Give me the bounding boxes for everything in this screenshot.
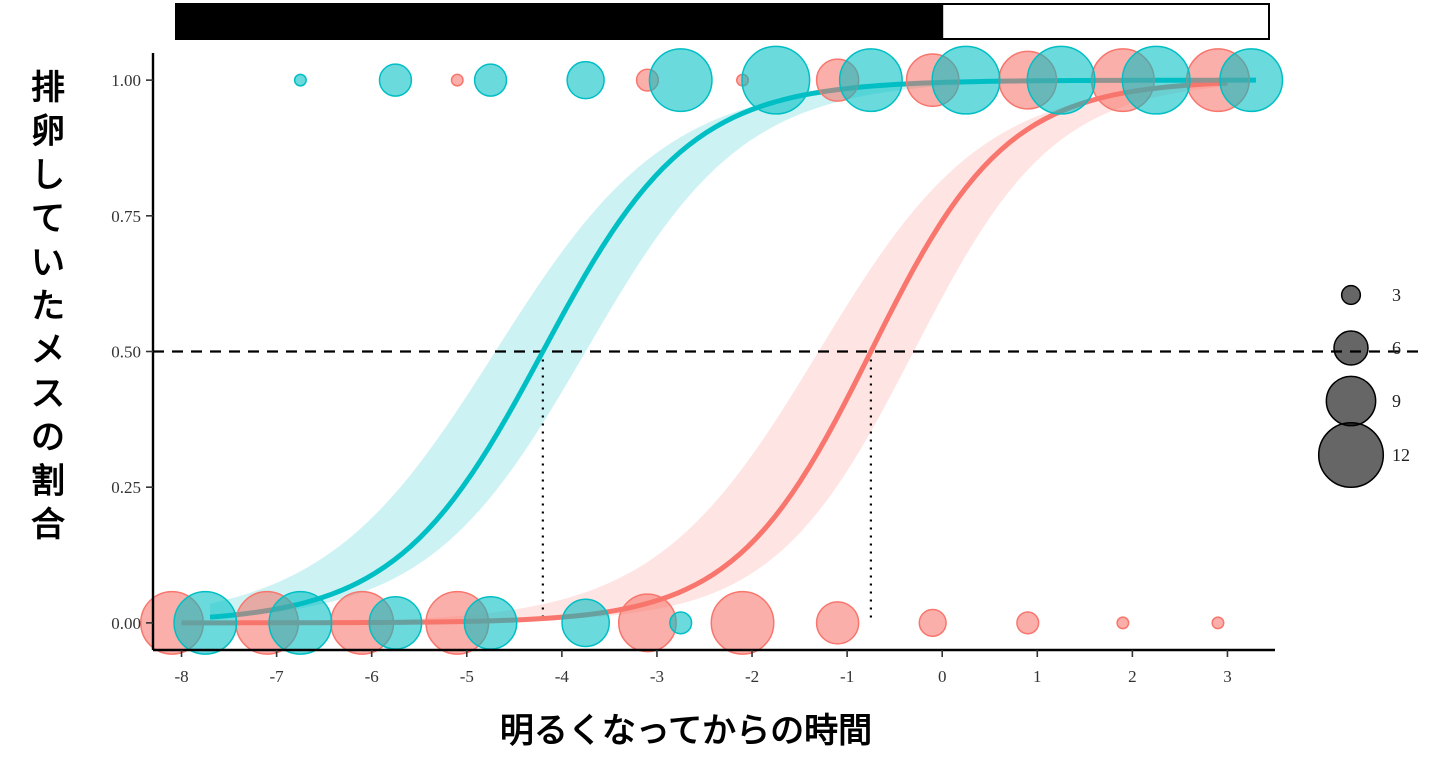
y-axis-title-char: し (31, 155, 65, 195)
data-point-red (450, 73, 464, 87)
ci-band-red (181, 83, 1228, 623)
data-points (140, 45, 1284, 655)
reference-lines (153, 350, 1420, 623)
legend-size-circle (1333, 330, 1369, 366)
data-point-red (617, 593, 677, 653)
y-tick-label: 1.00 (111, 71, 141, 90)
legend-size-label: 9 (1392, 391, 1401, 411)
legend-size-label: 6 (1392, 338, 1401, 358)
y-axis-ticks: 0.00 0.25 0.50 0.75 1.00 (111, 71, 153, 633)
data-point-cyan (368, 595, 423, 650)
y-axis-title-char: 排 (31, 68, 65, 108)
data-point-red (1016, 611, 1040, 635)
y-tick-label: 0.25 (111, 478, 141, 497)
x-tick-label: 2 (1128, 667, 1137, 686)
data-point-cyan (648, 48, 713, 113)
data-point-red (918, 608, 947, 638)
y-tick-label: 0.50 (111, 343, 141, 362)
data-point-cyan (463, 595, 518, 650)
x-tick-label: 3 (1223, 667, 1232, 686)
light-dark-bar (175, 3, 1270, 40)
x-tick-label: -1 (840, 667, 854, 686)
x-axis-title: 明るくなってからの時間 (500, 711, 872, 751)
y-axis-title-char: メ (31, 330, 65, 370)
x-tick-label: -2 (745, 667, 759, 686)
x-tick-label: -6 (365, 667, 379, 686)
data-point-red (710, 590, 775, 655)
data-point-cyan (669, 611, 693, 635)
y-tick-label: 0.00 (111, 614, 141, 633)
y-tick-label: 0.75 (111, 207, 141, 226)
data-point-cyan (1121, 45, 1191, 115)
x-tick-label: -5 (460, 667, 474, 686)
data-point-cyan (173, 590, 238, 655)
data-point-cyan (1219, 48, 1284, 113)
data-point-cyan (1026, 45, 1096, 115)
x-tick-label: 1 (1033, 667, 1042, 686)
ci-band-cyan (210, 80, 1256, 619)
legend-size-label: 3 (1392, 285, 1401, 305)
x-tick-label: -8 (174, 667, 188, 686)
data-point-red (1211, 616, 1225, 630)
y-axis-title-char: 割 (31, 461, 65, 501)
data-point-cyan (838, 48, 903, 113)
y-axis-title-char: 合 (31, 505, 65, 545)
y-axis-title-char: い (31, 243, 65, 283)
y-axis-title-char: の (31, 418, 65, 458)
data-point-cyan (741, 45, 811, 115)
light-period-bar (941, 3, 1270, 40)
data-point-cyan (473, 63, 508, 97)
legend-size-circle (1325, 375, 1377, 427)
data-point-cyan (566, 60, 605, 100)
y-axis-title-char: て (31, 199, 65, 239)
y-axis-title-char: 卵 (31, 112, 65, 152)
data-point-cyan (378, 63, 413, 97)
data-point-cyan (293, 73, 307, 87)
data-point-cyan (268, 590, 333, 655)
data-point-red (815, 601, 860, 645)
y-axis-title-char: た (31, 287, 65, 327)
confidence-bands (181, 80, 1256, 623)
x-tick-label: -4 (555, 667, 570, 686)
legend-size-label: 12 (1392, 445, 1410, 465)
x-tick-label: 0 (938, 667, 947, 686)
x-tick-label: -3 (650, 667, 664, 686)
x-tick-label: -7 (270, 667, 285, 686)
legend-size-circle (1340, 284, 1362, 306)
y-axis-title-char: ス (31, 374, 65, 414)
x-axis-ticks: -8 -7 -6 -5 -4 -3 -2 -1 0 1 2 3 (174, 650, 1232, 686)
data-point-red (1116, 616, 1130, 630)
size-legend: 3 6 9 12 (1317, 284, 1410, 489)
legend-size-circle (1317, 421, 1385, 489)
data-point-cyan (931, 45, 1001, 115)
dark-period-bar (175, 3, 943, 40)
data-point-cyan (561, 598, 610, 648)
